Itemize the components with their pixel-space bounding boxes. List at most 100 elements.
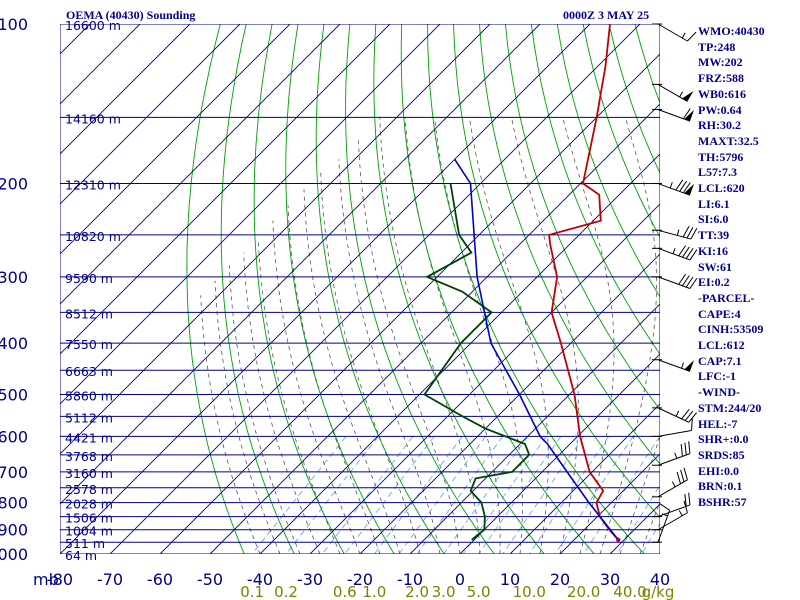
isotherm-line — [359, 253, 660, 554]
wind-barb-full-feather — [685, 248, 694, 259]
index-item: LCL:612 — [698, 338, 745, 353]
wind-barb-full-feather — [686, 226, 694, 239]
index-item: TH:5796 — [698, 149, 744, 164]
mixing-ratio-label: 2.0 — [405, 583, 429, 600]
mixing-ratio-line — [616, 484, 660, 554]
wind-barb-full-feather — [682, 246, 690, 258]
height-label: 1506 m — [65, 511, 113, 526]
moist-adiabat-line — [272, 220, 361, 554]
height-label: 5860 m — [65, 388, 113, 403]
index-item: EI:0.2 — [698, 275, 730, 290]
parcel-profile-line — [454, 158, 619, 541]
isotherm-line — [159, 53, 660, 554]
wind-barb-half-feather — [681, 362, 685, 369]
height-label: 14160 m — [65, 111, 121, 126]
wind-barb-staff — [657, 512, 688, 531]
mixing-ratio-label: 0.6 — [333, 583, 357, 600]
wind-barb-full-feather — [682, 108, 691, 120]
pressure-tick-label: 600 — [0, 427, 28, 446]
temperature-tick-label: -10 — [397, 570, 423, 589]
wind-barb-staff — [657, 276, 691, 289]
height-label: 16600 m — [65, 18, 121, 33]
wind-barb-full-feather — [685, 276, 694, 288]
height-label: 9590 m — [65, 271, 113, 286]
wind-barb-half-feather — [676, 229, 680, 236]
wind-barb-full-feather — [690, 418, 693, 431]
wind-barb-half-feather — [675, 410, 680, 417]
wind-barb-staff — [657, 453, 691, 466]
wind-barb-layer — [652, 23, 698, 543]
wind-barb — [652, 359, 695, 372]
index-item: -WIND- — [698, 385, 740, 400]
wind-barb-half-feather — [661, 513, 668, 517]
pressure-tick-label: 400 — [0, 334, 28, 353]
isotherm-line — [209, 103, 660, 554]
wind-barb-full-feather — [679, 180, 687, 192]
wind-barb-full-feather — [678, 245, 687, 257]
pressure-tick-label: 100 — [0, 15, 28, 34]
isotherm-line — [60, 24, 291, 255]
index-item: WMO:40430 — [698, 24, 765, 38]
wind-barb — [652, 273, 698, 289]
temperature-tick-label: -50 — [197, 570, 223, 589]
wind-barb-staff — [657, 247, 691, 261]
wind-barb-pennant — [684, 360, 695, 372]
wind-barb-staff — [657, 359, 691, 372]
height-label: 6663 m — [65, 364, 113, 379]
wind-barb-full-feather — [688, 441, 691, 454]
wind-barb-full-feather — [676, 471, 681, 484]
height-label: 4421 m — [65, 430, 113, 445]
index-item: L57:7.3 — [698, 165, 737, 180]
wind-barb-staff — [657, 479, 688, 498]
surface-point-marker — [616, 537, 621, 542]
moist-adiabat-line — [379, 117, 481, 554]
temperature-tick-label: 30 — [600, 570, 620, 589]
index-item: FRZ:588 — [698, 71, 744, 86]
wind-barb-half-feather — [672, 247, 676, 254]
moist-adiabat-line — [599, 117, 657, 554]
wind-barb-half-feather — [681, 32, 686, 39]
index-item: MW:202 — [698, 55, 743, 70]
index-item: STM:244/20 — [698, 400, 762, 415]
wind-barb-full-feather — [681, 408, 690, 420]
isotherm-line — [60, 24, 391, 355]
height-label: 511 m — [65, 536, 105, 551]
wind-barb-full-feather — [689, 277, 698, 289]
isotherm-line — [309, 203, 660, 554]
wind-barb — [652, 467, 688, 498]
moist-adiabat-line — [357, 139, 461, 554]
wind-barb — [652, 418, 693, 437]
mixing-ratio-label: 20.0 — [567, 583, 600, 600]
wind-barb-full-feather — [659, 502, 670, 511]
temperature-tick-label: 40 — [650, 570, 670, 589]
temperature-tick-label: 0 — [455, 570, 465, 589]
moist-adiabat-line — [214, 280, 281, 554]
height-label: 2028 m — [65, 497, 113, 512]
mixing-ratio-line — [554, 436, 634, 554]
moist-adiabat-line — [243, 252, 321, 554]
wind-barb-staff — [657, 504, 691, 518]
wind-barb — [652, 108, 695, 122]
index-item: -PARCEL- — [698, 290, 755, 305]
isotherm-line — [60, 24, 491, 455]
mixing-ratio-label: 10.0 — [513, 583, 546, 600]
pressure-tick-label: 300 — [0, 268, 28, 287]
grid-layer — [60, 24, 660, 554]
temperature-profile-line — [548, 24, 619, 541]
wind-barb — [652, 83, 694, 102]
height-label: 2578 m — [65, 482, 113, 497]
wind-barb — [652, 23, 697, 42]
wind-barb-full-feather — [683, 467, 688, 480]
wind-barb-full-feather — [684, 410, 694, 421]
wind-barb-staff — [657, 23, 688, 42]
wind-barb-half-feather — [678, 510, 683, 516]
chart-title: OEMA (40430) Sounding — [66, 8, 196, 22]
moist-adiabat-line — [303, 189, 401, 554]
height-label: 10820 m — [65, 229, 121, 244]
moist-adiabat-line — [257, 239, 341, 554]
pressure-tick-label: 900 — [0, 521, 28, 540]
index-item: CAP:7.1 — [698, 353, 742, 368]
temperature-tick-label: -70 — [97, 570, 123, 589]
isotherm-line — [60, 24, 341, 305]
height-label: 7550 m — [65, 337, 113, 352]
